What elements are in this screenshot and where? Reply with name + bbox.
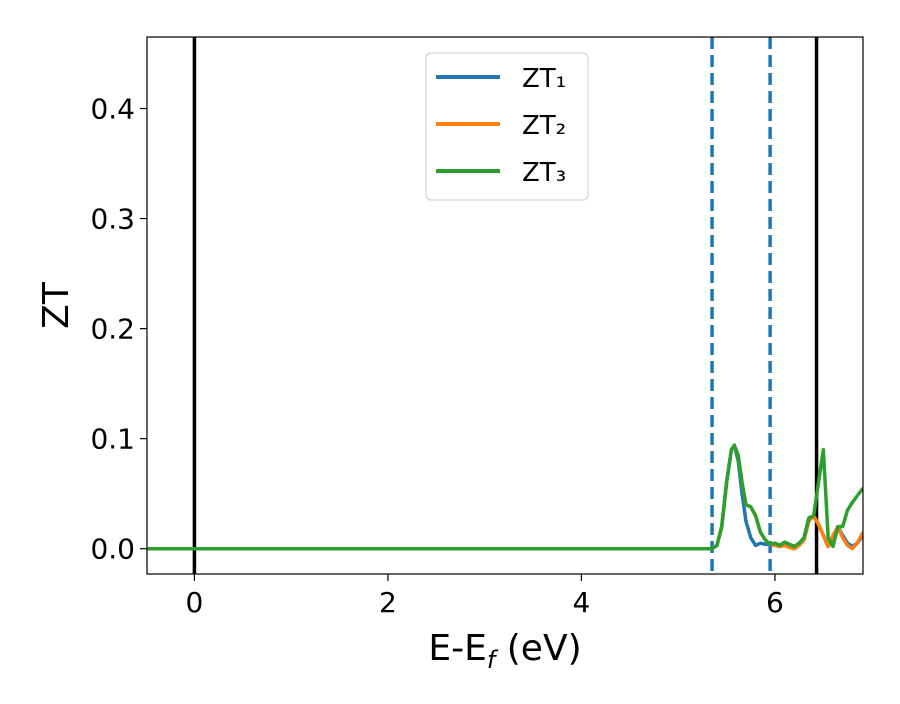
x-tick-label: 0 <box>185 586 203 619</box>
y-tick-label: 0.0 <box>90 533 135 566</box>
legend-label: ZT₂ <box>522 111 566 141</box>
y-tick-label: 0.3 <box>90 203 135 236</box>
legend-label: ZT₁ <box>522 64 566 94</box>
plot-area <box>147 37 863 574</box>
legend-box <box>425 52 589 201</box>
y-tick-label: 0.4 <box>90 93 135 126</box>
x-tick-label: 6 <box>766 586 784 619</box>
x-axis-label-part: (eV) <box>495 628 581 669</box>
x-tick-label: 4 <box>573 586 591 619</box>
x-axis-label-part: E-E <box>428 628 486 669</box>
plot-frame <box>146 36 864 575</box>
y-tick-label: 0.1 <box>90 423 135 456</box>
series-line <box>147 443 863 551</box>
x-axis-label: E-Ef (eV) <box>428 628 581 674</box>
legend-label: ZT₃ <box>522 158 566 188</box>
y-tick-label: 0.2 <box>90 313 135 346</box>
y-axis-label: ZT <box>36 281 77 329</box>
x-tick-label: 2 <box>379 586 397 619</box>
